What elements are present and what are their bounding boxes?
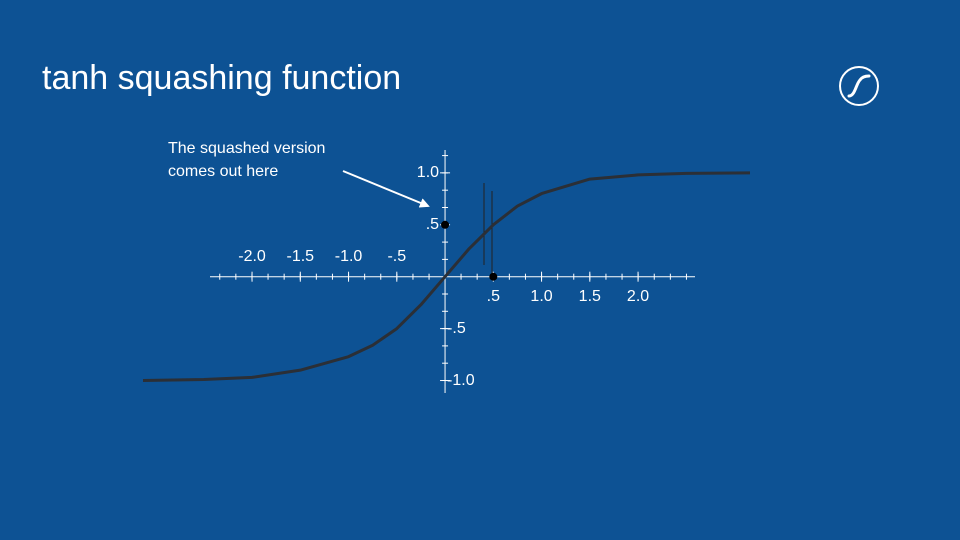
annotation: comes out here — [168, 163, 278, 180]
annotation-arrow — [342, 170, 430, 208]
point — [489, 272, 498, 281]
y-tick-label: .5 — [426, 216, 439, 233]
x-tick-label: 2.0 — [627, 288, 649, 305]
x-tick-label: .5 — [487, 288, 500, 305]
x-tick-label: -2.0 — [238, 248, 266, 265]
slide-title: tanh squashing function — [42, 59, 401, 97]
x-tick-label: -1.0 — [335, 248, 363, 265]
x-tick-label: 1.5 — [579, 288, 601, 305]
tanh-curve — [142, 171, 751, 383]
point — [441, 220, 450, 229]
annotation: The squashed version — [168, 140, 325, 157]
y-tick-label: 1.0 — [417, 164, 439, 181]
x-tick-label: -.5 — [387, 248, 406, 265]
y-tick-label: -.5 — [447, 320, 466, 337]
x-tick-label: 1.0 — [530, 288, 552, 305]
y-tick-label: -1.0 — [447, 372, 475, 389]
x-tick-label: -1.5 — [287, 248, 315, 265]
logo-icon — [839, 66, 879, 106]
